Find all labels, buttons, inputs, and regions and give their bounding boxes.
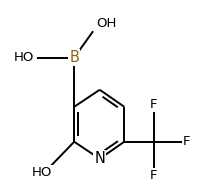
Text: F: F	[150, 98, 157, 111]
Text: HO: HO	[32, 167, 52, 179]
Text: B: B	[69, 50, 79, 65]
Text: F: F	[183, 135, 190, 148]
Text: F: F	[150, 169, 157, 182]
Text: OH: OH	[96, 17, 116, 30]
Text: N: N	[94, 151, 105, 166]
Text: HO: HO	[14, 51, 34, 64]
